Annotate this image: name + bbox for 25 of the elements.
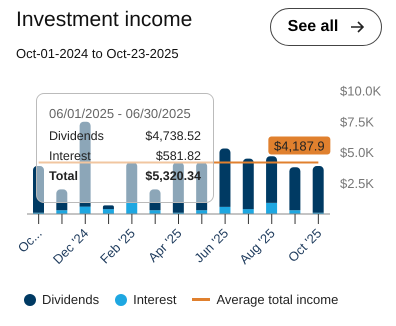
- legend-label: Average total income: [216, 292, 338, 307]
- legend-label: Dividends: [42, 292, 100, 307]
- annotation: $581.82: [156, 149, 201, 163]
- annotation: Interest: [49, 149, 91, 163]
- annotation: $5,320.34: [145, 169, 201, 183]
- legend-label: Interest: [133, 292, 176, 307]
- text: See all: [288, 18, 338, 36]
- annotation: Total: [49, 169, 78, 183]
- chart-subtitle: Oct-01-2024 to Oct-23-2025: [16, 46, 179, 61]
- x-tick-label: Feb '25: [97, 226, 138, 267]
- x-tick-label: Oct '25: [285, 226, 324, 265]
- x-tick-label: Oc...: [14, 226, 45, 256]
- x-tick-label: Aug '25: [236, 226, 278, 268]
- annotation: 06/01/2025 - 06/30/2025: [49, 106, 192, 121]
- data-label: $4,187.9: [274, 138, 325, 154]
- annotation: Dividends: [49, 129, 104, 143]
- y-tick-label: $5.0K: [340, 145, 374, 160]
- chart-title: Investment income: [16, 8, 192, 32]
- annotation: $4,738.52: [145, 129, 201, 143]
- x-tick-label: Apr '25: [145, 226, 185, 265]
- y-tick-label: $10.0K: [340, 84, 382, 99]
- y-tick-label: $2.5K: [340, 176, 374, 191]
- x-tick-label: Dec '24: [50, 226, 92, 267]
- x-tick-label: Jun '25: [191, 226, 232, 266]
- y-tick-label: $7.5K: [340, 114, 374, 130]
